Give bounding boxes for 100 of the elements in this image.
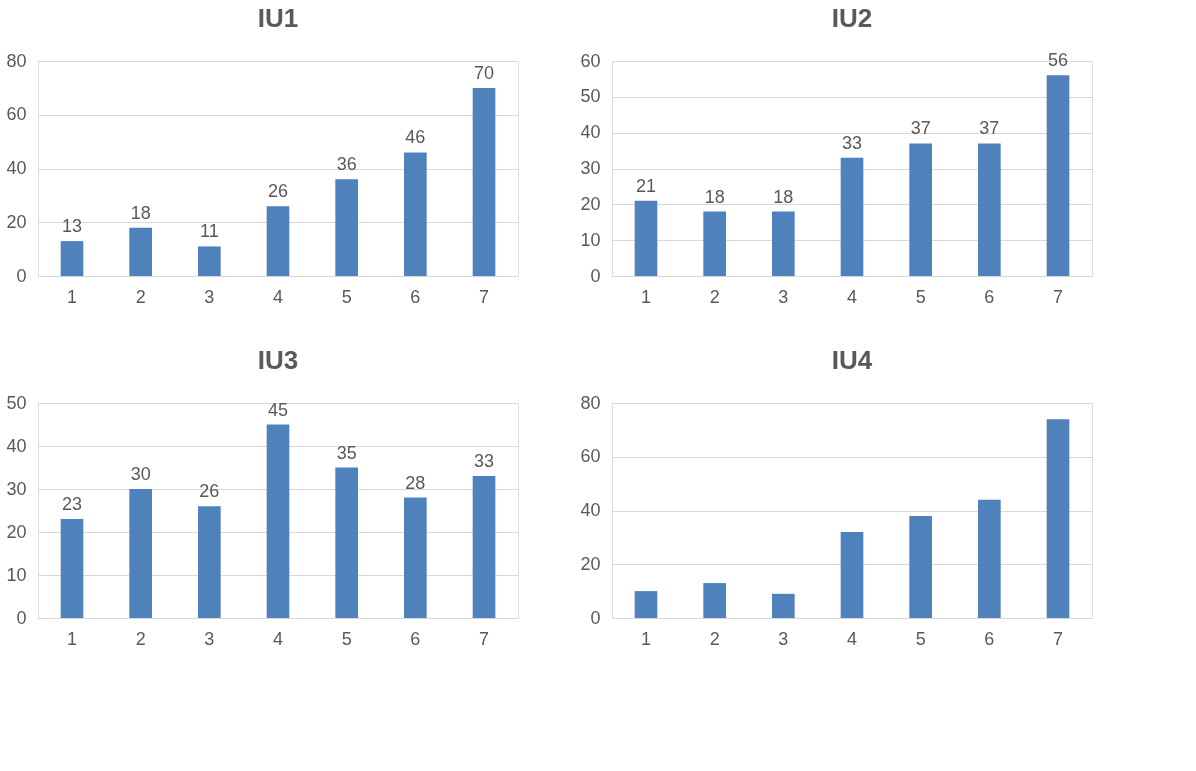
y-tick-label: 10 (580, 229, 601, 250)
y-tick-label: 20 (6, 211, 27, 232)
bar (703, 583, 726, 618)
bar (772, 211, 795, 276)
y-tick-label: 40 (580, 122, 601, 143)
x-tick-label: 6 (984, 286, 995, 307)
x-tick-label: 1 (640, 286, 651, 307)
data-label: 70 (473, 62, 495, 83)
bar (404, 497, 427, 618)
y-tick-label: 50 (580, 86, 601, 107)
chart-title: IU4 (831, 345, 873, 375)
bar (772, 593, 795, 618)
data-label: 56 (1047, 50, 1069, 71)
x-tick-label: 1 (640, 628, 651, 649)
bar (703, 211, 726, 276)
y-tick-label: 30 (580, 158, 601, 178)
y-tick-label: 40 (6, 435, 27, 456)
data-label: 23 (61, 494, 83, 515)
bar (634, 591, 658, 618)
x-tick-label: 4 (846, 628, 858, 649)
x-tick-label: 6 (410, 628, 421, 649)
y-tick-label: 50 (6, 392, 27, 413)
data-label: 26 (199, 481, 220, 502)
x-tick-label: 2 (709, 286, 720, 307)
x-tick-label: 2 (135, 628, 146, 649)
y-tick-label: 80 (6, 50, 27, 71)
bar (335, 467, 358, 618)
y-tick-label: 0 (16, 607, 27, 628)
y-tick-label: 60 (580, 446, 601, 467)
y-tick-label: 40 (580, 500, 601, 520)
x-tick-label: 3 (204, 286, 215, 307)
bar (840, 532, 864, 618)
data-label: 46 (405, 127, 426, 148)
data-label: 36 (336, 154, 357, 175)
bar (909, 143, 932, 276)
y-tick-label: 80 (580, 392, 601, 413)
data-label: 26 (267, 181, 289, 202)
y-tick-label: 30 (6, 478, 27, 499)
x-tick-label: 4 (846, 286, 858, 307)
data-label: 37 (910, 118, 931, 139)
bar (1046, 75, 1070, 276)
bar (909, 515, 932, 618)
data-label: 37 (979, 118, 1000, 139)
bar (129, 227, 152, 276)
bar (266, 206, 290, 276)
x-tick-label: 7 (479, 628, 490, 649)
y-tick-label: 10 (6, 564, 27, 585)
data-label: 33 (841, 132, 863, 153)
data-label: 13 (61, 216, 83, 237)
x-tick-label: 1 (66, 286, 77, 307)
bar (198, 506, 221, 618)
x-tick-label: 3 (778, 286, 789, 307)
bar (198, 246, 221, 276)
bar (60, 519, 84, 618)
y-tick-label: 0 (590, 265, 601, 286)
chart-title: IU1 (257, 3, 299, 33)
bar (978, 499, 1001, 618)
data-label: 18 (773, 186, 794, 207)
y-tick-label: 60 (580, 50, 601, 71)
bar (335, 179, 358, 276)
y-tick-label: 0 (590, 607, 601, 628)
bar (472, 476, 496, 618)
x-tick-label: 7 (1053, 628, 1064, 649)
bar (634, 200, 658, 276)
bar (1046, 419, 1070, 618)
data-label: 21 (635, 175, 657, 196)
x-tick-label: 7 (479, 286, 490, 307)
bar (472, 87, 496, 276)
chart-title: IU3 (257, 345, 299, 375)
bar (404, 152, 427, 276)
bar (978, 143, 1001, 276)
x-tick-label: 6 (984, 628, 995, 649)
data-label: 18 (130, 202, 151, 223)
data-label: 30 (130, 464, 151, 484)
x-tick-label: 5 (341, 286, 352, 307)
x-tick-label: 5 (915, 286, 926, 307)
x-tick-label: 6 (410, 286, 421, 307)
y-tick-label: 20 (580, 193, 601, 214)
chart-title: IU2 (831, 3, 873, 33)
x-tick-label: 1 (66, 628, 77, 649)
data-label: 33 (473, 451, 495, 472)
x-tick-label: 3 (778, 628, 789, 649)
bar (60, 241, 84, 276)
x-tick-label: 7 (1053, 286, 1064, 307)
y-tick-label: 0 (16, 265, 27, 286)
data-label: 35 (336, 442, 357, 463)
x-tick-label: 5 (341, 628, 352, 649)
bar (266, 424, 290, 618)
x-tick-label: 4 (272, 628, 284, 649)
x-tick-label: 4 (272, 286, 284, 307)
data-label: 45 (267, 399, 289, 420)
x-tick-label: 2 (709, 628, 720, 649)
data-label: 11 (199, 221, 219, 242)
x-tick-label: 5 (915, 628, 926, 649)
y-tick-label: 40 (6, 158, 27, 178)
data-label: 18 (704, 186, 725, 207)
y-tick-label: 20 (6, 521, 27, 542)
y-tick-label: 20 (580, 553, 601, 574)
data-label: 28 (405, 472, 426, 493)
y-tick-label: 60 (6, 104, 27, 125)
